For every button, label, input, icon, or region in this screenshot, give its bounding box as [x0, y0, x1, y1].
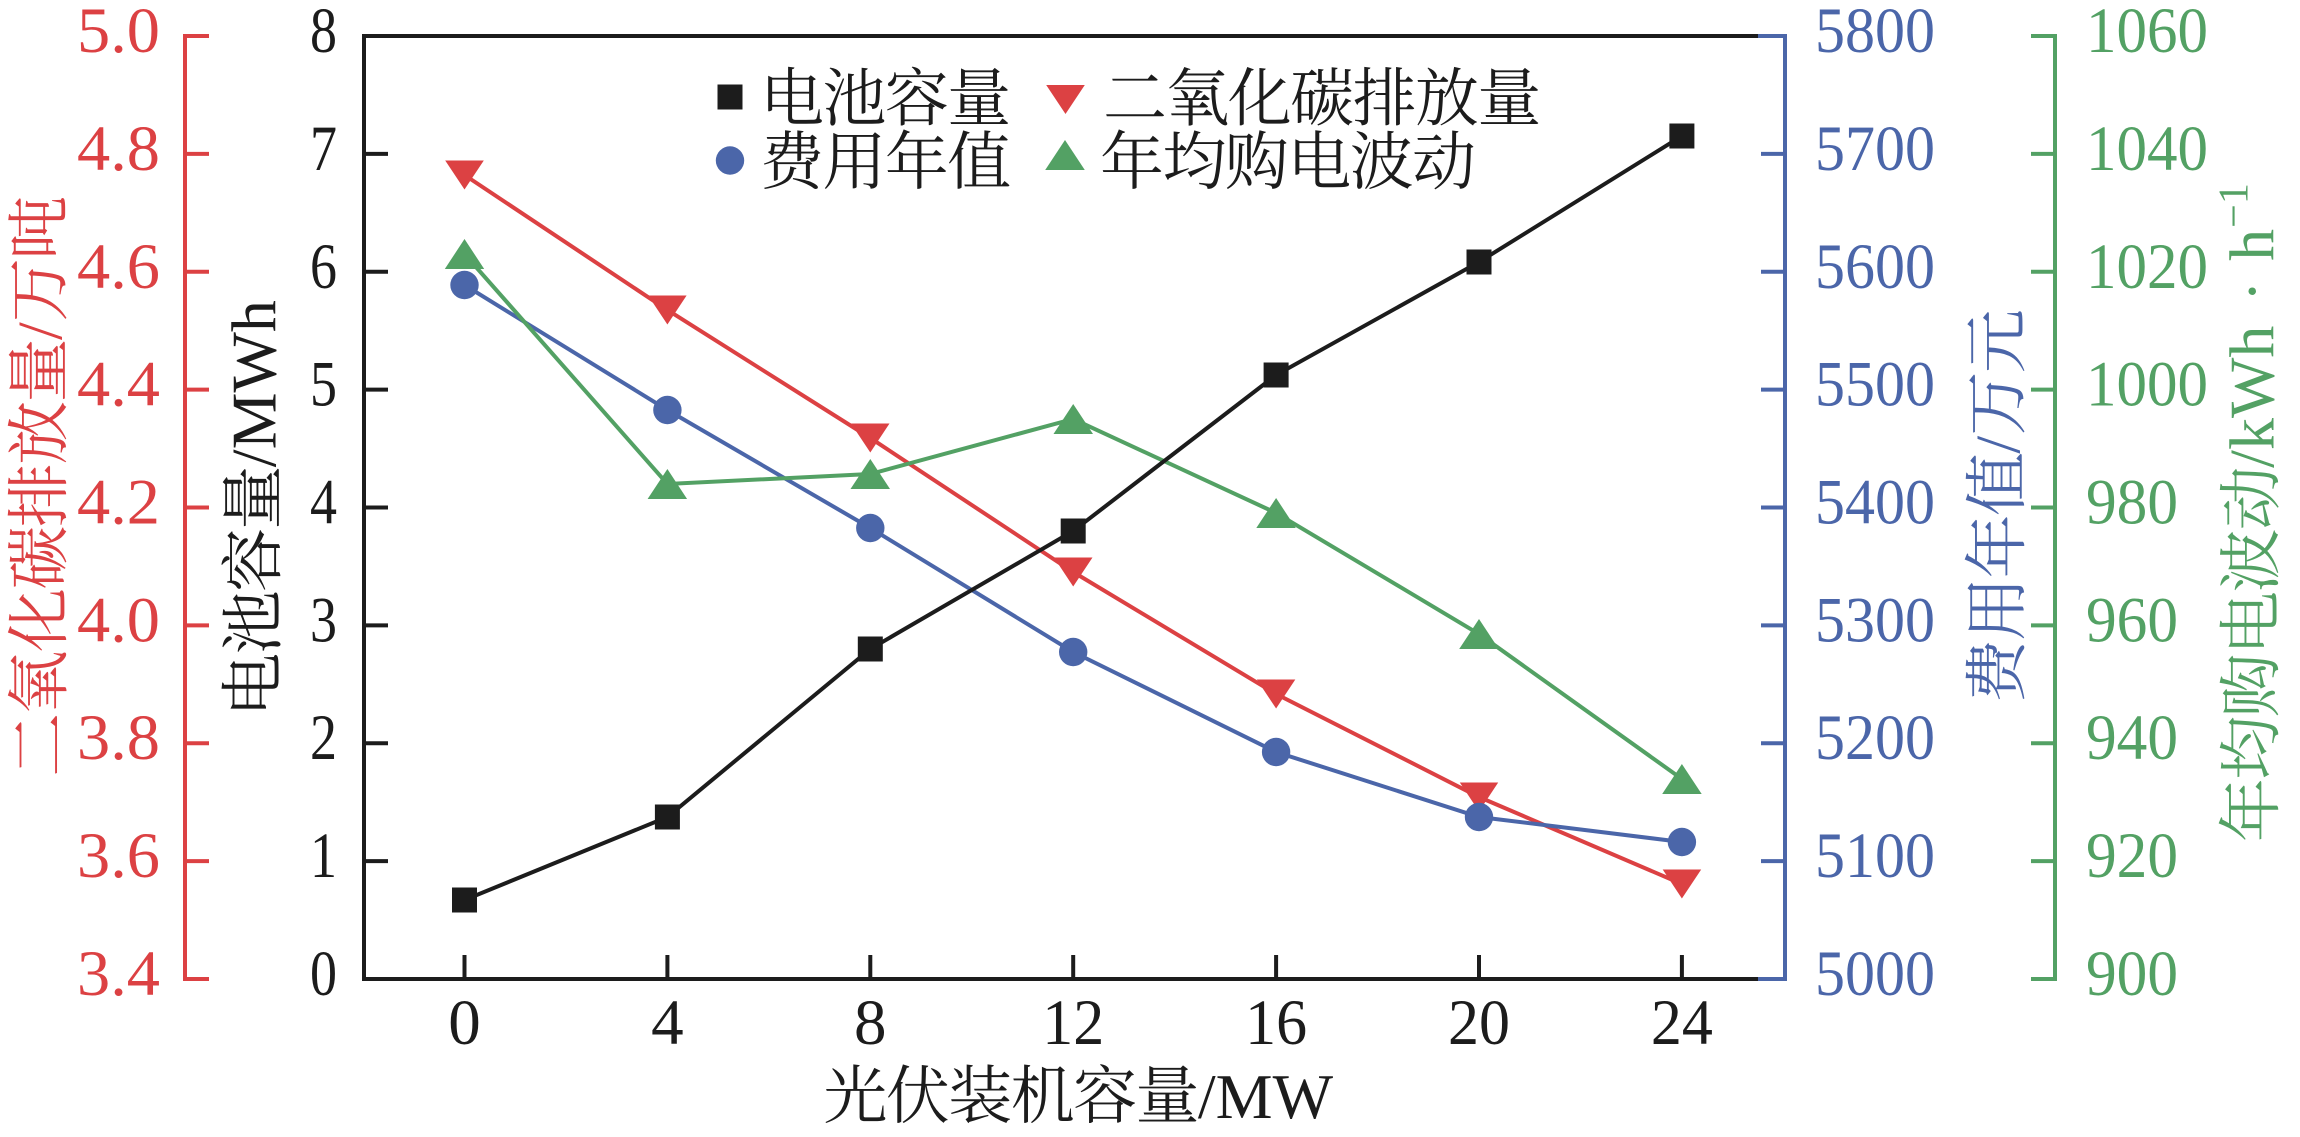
svg-text:20: 20 — [1448, 987, 1510, 1059]
svg-text:16: 16 — [1245, 987, 1307, 1059]
svg-text:5.0: 5.0 — [77, 0, 160, 67]
svg-text:/MWh: /MWh — [218, 300, 289, 467]
svg-text:920: 920 — [2086, 820, 2178, 892]
svg-text:3: 3 — [310, 584, 337, 656]
svg-text:980: 980 — [2086, 467, 2178, 539]
svg-text:4.4: 4.4 — [77, 349, 160, 421]
svg-text:/: / — [1962, 436, 2033, 454]
svg-text:5000: 5000 — [1815, 938, 1935, 1010]
svg-text:4: 4 — [310, 467, 337, 539]
svg-text:8: 8 — [310, 0, 337, 67]
svg-text:4.2: 4.2 — [77, 467, 160, 539]
svg-text:3.6: 3.6 — [77, 820, 160, 892]
svg-text:12: 12 — [1042, 987, 1104, 1059]
svg-text:5200: 5200 — [1815, 702, 1935, 774]
svg-text:3.4: 3.4 — [77, 938, 160, 1010]
svg-text:1020: 1020 — [2086, 231, 2208, 303]
svg-text:900: 900 — [2086, 938, 2178, 1010]
svg-text:5: 5 — [310, 349, 337, 421]
svg-text:5700: 5700 — [1815, 113, 1935, 185]
svg-text:−1: −1 — [2211, 183, 2257, 228]
svg-text:1: 1 — [310, 820, 337, 892]
svg-text:5100: 5100 — [1815, 820, 1935, 892]
svg-text:2: 2 — [310, 702, 337, 774]
svg-text:h: h — [2216, 229, 2287, 261]
svg-text:3.8: 3.8 — [77, 702, 160, 774]
svg-text:6: 6 — [310, 231, 337, 303]
svg-text:4: 4 — [651, 987, 684, 1059]
svg-text:960: 960 — [2086, 584, 2178, 656]
svg-text:4.6: 4.6 — [77, 231, 160, 303]
svg-text:8: 8 — [854, 987, 887, 1059]
svg-text:5800: 5800 — [1815, 0, 1935, 67]
svg-text:940: 940 — [2086, 702, 2178, 774]
svg-text:·: · — [2216, 280, 2287, 301]
svg-text:5600: 5600 — [1815, 231, 1935, 303]
svg-text:/MW: /MW — [1198, 1061, 1334, 1132]
svg-text:1040: 1040 — [2086, 113, 2208, 185]
svg-text:/kWh: /kWh — [2216, 326, 2287, 468]
svg-text:0: 0 — [448, 987, 481, 1059]
svg-text:4.8: 4.8 — [77, 113, 160, 185]
svg-text:5400: 5400 — [1815, 467, 1935, 539]
svg-text:5300: 5300 — [1815, 584, 1935, 656]
svg-text:24: 24 — [1651, 987, 1713, 1059]
svg-text:/: / — [4, 322, 75, 340]
svg-text:7: 7 — [310, 113, 337, 185]
svg-text:0: 0 — [310, 938, 337, 1010]
svg-text:1000: 1000 — [2086, 349, 2208, 421]
svg-text:1060: 1060 — [2086, 0, 2208, 67]
svg-text:4.0: 4.0 — [77, 584, 160, 656]
svg-text:5500: 5500 — [1815, 349, 1935, 421]
